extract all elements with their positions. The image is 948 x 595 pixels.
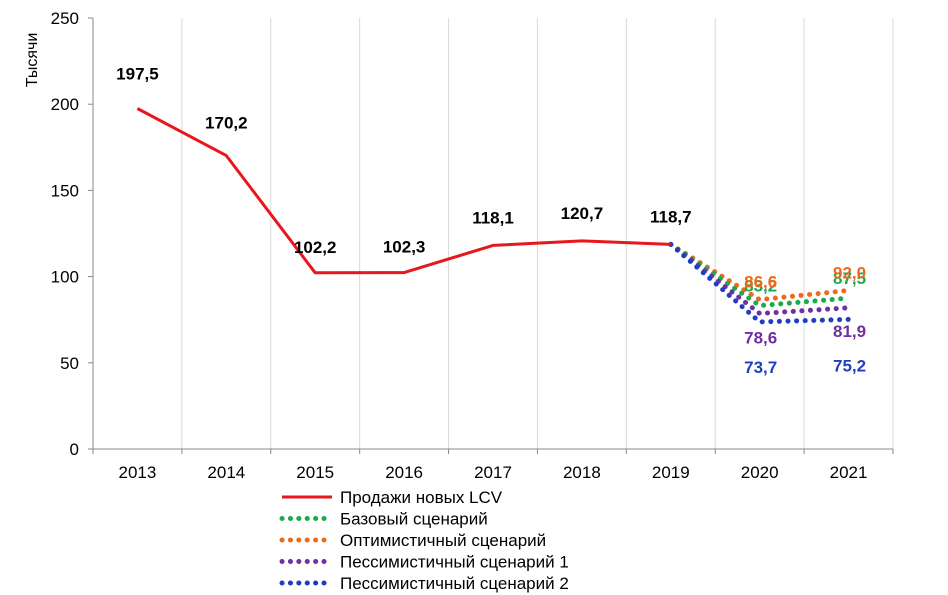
legend-label: Продажи новых LCV [340,488,503,507]
legend: Продажи новых LCV Базовый сценарий Оптимис… [279,488,569,593]
legend-item: Оптимистичный сценарий [279,531,546,550]
data-label: 83,2 [744,277,777,296]
x-tick-label: 2013 [119,463,157,482]
legend-item: Базовый сценарий [279,510,488,529]
legend-item: Продажи новых LCV [282,488,503,507]
y-tick-label: 150 [51,181,79,200]
y-tick-label: 200 [51,95,79,114]
x-tick-label: 2017 [474,463,512,482]
legend-label: Базовый сценарий [340,510,488,529]
axes: Тысячи [24,18,893,450]
data-label: 73,7 [744,358,777,377]
x-tick-label: 2015 [296,463,334,482]
series-line-0 [136,107,671,275]
data-label: 102,3 [383,238,426,257]
x-tick-label: 2016 [385,463,423,482]
legend-item: Пессимистичный сценарий 2 [279,574,569,593]
legend-label: Пессимистичный сценарий 2 [340,574,569,593]
data-label: 92,0 [833,263,866,282]
data-label: 118,7 [650,207,692,226]
y-tick-label: 50 [60,354,79,373]
y-tick-label: 250 [51,9,79,28]
legend-label: Пессимистичный сценарий 1 [340,553,569,572]
data-label: 170,2 [205,114,248,133]
series-line-1 [668,241,852,309]
data-label: 87,5 [833,269,866,288]
y-tick-label: 100 [51,268,79,287]
y-tick-label: 0 [70,440,79,459]
series-line-3 [668,241,852,317]
series-line-4 [668,241,852,325]
x-tick-label: 2014 [207,463,245,482]
series-lines [136,107,852,325]
data-label: 86,6 [744,273,777,292]
data-label: 118,1 [472,208,514,227]
data-label: 78,6 [744,328,777,347]
y-tick-labels: 0 50 100 150 200 250 [51,9,93,459]
data-label: 120,7 [561,204,604,223]
grid-lines [181,18,894,449]
legend-label: Оптимистичный сценарий [340,531,546,550]
data-label: 102,2 [294,238,337,257]
x-tick-label: 2019 [652,463,690,482]
data-label: 81,9 [833,322,866,341]
x-tick-label: 2018 [563,463,601,482]
data-label: 75,2 [833,356,866,375]
x-tick-label: 2020 [741,463,779,482]
x-tick-labels: 2013 2014 2015 2016 2017 2018 2019 2020 2021 [92,449,894,482]
y-axis-label: Тысячи [24,33,41,88]
x-tick-label: 2021 [830,463,868,482]
legend-item: Пессимистичный сценарий 1 [279,553,569,572]
data-label: 197,5 [116,65,159,84]
